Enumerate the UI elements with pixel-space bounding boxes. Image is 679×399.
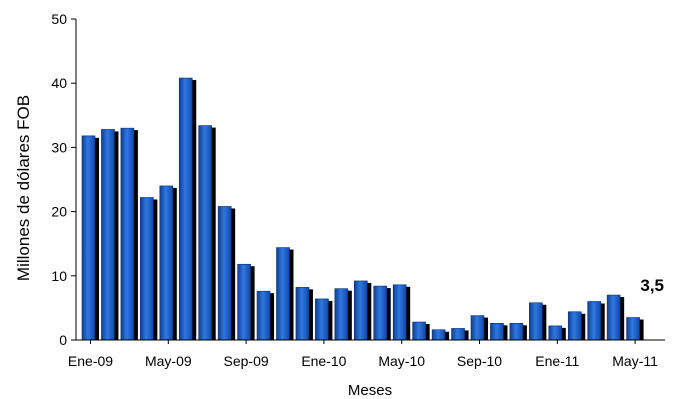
x-tick-label: May-11 [612, 353, 658, 369]
y-ticks: 0 10 20 30 40 50 [51, 11, 76, 348]
x-tick-label: May-10 [378, 353, 425, 369]
y-axis-title: Millones de dólares FOB [14, 95, 33, 281]
bar-ago-09 [217, 206, 232, 341]
y-tick-label: 50 [51, 11, 67, 27]
bar-nov-10 [509, 323, 524, 341]
x-ticks: Ene-09 May-09 Sep-09 Ene-10 May-10 Sep-10 Ene-… [68, 340, 658, 369]
bar-ago-10 [451, 328, 465, 341]
y-tick-label: 0 [59, 332, 67, 348]
bar-mar-09 [120, 127, 135, 341]
x-tick-label: May-09 [145, 353, 192, 369]
bars [81, 77, 640, 341]
bar-jul-09 [198, 125, 212, 341]
y-tick-label: 10 [51, 268, 67, 284]
bar-dic-10 [529, 302, 543, 341]
bar-mar-11 [587, 301, 602, 341]
bar-jul-10 [431, 329, 446, 341]
bar-mar-10 [353, 280, 368, 341]
x-tick-label: Sep-09 [224, 353, 269, 369]
bar-nov-09 [276, 247, 290, 341]
x-tick-label: Sep-10 [457, 353, 502, 369]
bar-may-09 [159, 185, 174, 341]
bar-sep-10 [470, 315, 485, 341]
bar-abr-11 [606, 294, 621, 341]
y-tick-label: 40 [51, 75, 67, 91]
bar-may-11 [626, 317, 640, 341]
bar-feb-11 [567, 311, 582, 341]
x-axis-title: Meses [348, 382, 392, 399]
bar-jun-10 [412, 321, 426, 341]
y-tick-label: 30 [51, 139, 67, 155]
bar-jun-09 [178, 77, 193, 341]
bar-may-10 [392, 284, 407, 341]
bar-oct-09 [256, 290, 271, 341]
bar-ene-10 [315, 298, 329, 341]
bar-abr-10 [373, 285, 388, 341]
bar-feb-10 [334, 288, 349, 341]
bar-feb-09 [101, 129, 115, 341]
y-tick-label: 20 [51, 204, 67, 220]
last-value-annotation: 3,5 [640, 276, 664, 295]
x-tick-label: Ene-09 [68, 353, 113, 369]
bar-abr-09 [140, 197, 154, 341]
bar-ene-11 [548, 325, 563, 341]
x-tick-label: Ene-10 [301, 353, 346, 369]
bar-sep-09 [237, 263, 251, 341]
bar-dic-09 [295, 287, 310, 341]
bar-oct-10 [490, 323, 504, 341]
bar-ene-09 [81, 135, 96, 341]
x-tick-label: Ene-11 [535, 353, 579, 369]
